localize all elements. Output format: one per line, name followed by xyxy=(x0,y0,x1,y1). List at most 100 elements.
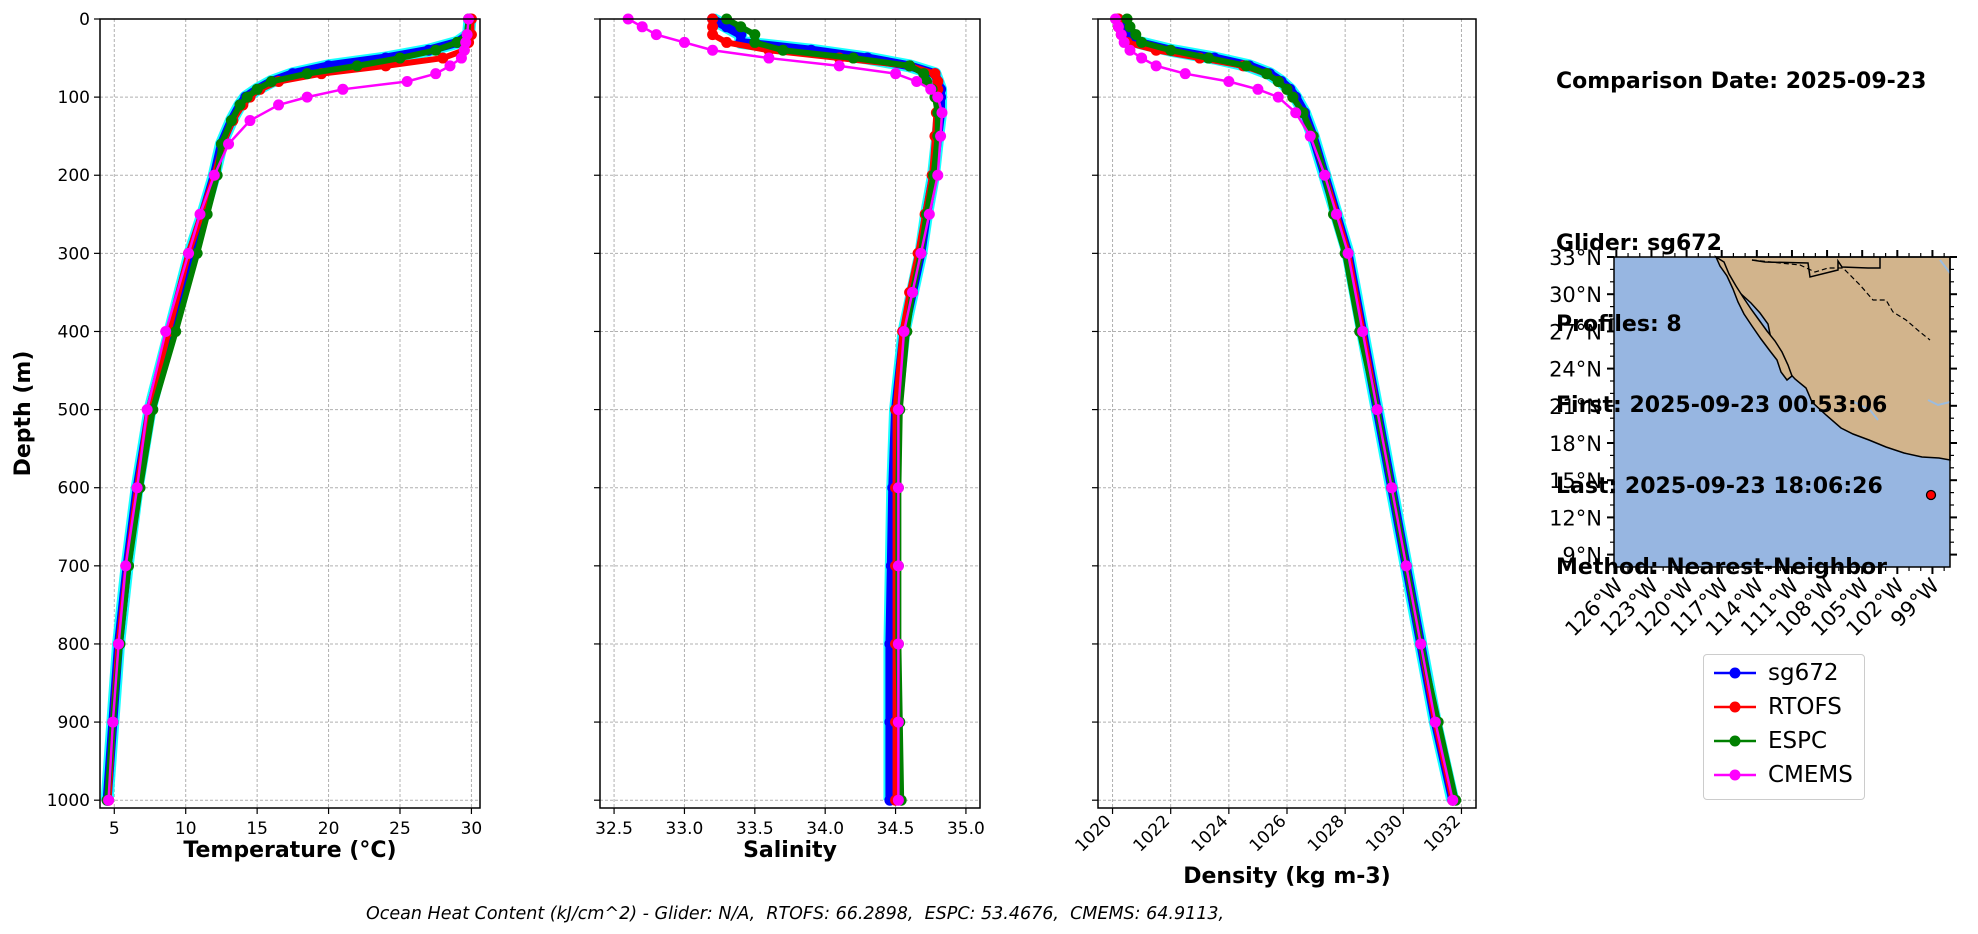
data-point-cmems xyxy=(1150,60,1162,72)
data-point-cmems xyxy=(1429,716,1441,728)
map-frame xyxy=(1613,256,1951,568)
data-point-cmems xyxy=(1124,44,1136,56)
map-lat-label: 9°N xyxy=(1562,544,1602,568)
data-point-cmems xyxy=(932,91,944,103)
map-lat-label: 18°N xyxy=(1549,432,1602,456)
data-point-rtofs xyxy=(707,29,719,41)
data-point-rtofs xyxy=(707,21,719,33)
x-tick-label: 1024 xyxy=(1188,811,1233,856)
ocean-heat-content-footer: Ocean Heat Content (kJ/cm^2) - Glider: N… xyxy=(366,904,1225,924)
map-lat-label: 24°N xyxy=(1549,358,1602,382)
data-point-cmems xyxy=(890,68,902,80)
x-tick-label: 1022 xyxy=(1129,811,1174,856)
legend-item-espc: ESPC xyxy=(1712,726,1827,756)
y-tick-label: 0 xyxy=(79,10,90,30)
data-point-espc xyxy=(234,99,246,111)
data-point-cmems xyxy=(244,115,256,127)
last-profile-time: Last: 2025-09-23 18:06:26 xyxy=(1556,474,1883,499)
data-point-cmems xyxy=(444,60,456,72)
data-point-espc xyxy=(265,75,277,87)
data-point-rtofs xyxy=(437,52,449,64)
x-axis-label: Temperature (°C) xyxy=(183,838,396,863)
interpolation-method: Method: Nearest-Neighbor xyxy=(1556,555,1887,580)
x-tick-label: 20 xyxy=(318,819,340,839)
y-tick-label: 300 xyxy=(58,244,90,264)
data-point-cmems xyxy=(131,482,143,494)
data-point-cmems xyxy=(650,29,662,41)
data-point-espc xyxy=(1202,52,1214,64)
x-tick-label: 34.5 xyxy=(877,819,915,839)
data-point-cmems xyxy=(1223,75,1235,87)
map-lat-label: 27°N xyxy=(1549,320,1602,344)
series-line-espc xyxy=(1124,17,1459,801)
data-point-cmems xyxy=(430,68,442,80)
data-point-cmems xyxy=(678,36,690,48)
data-point-espc xyxy=(1124,21,1136,33)
data-point-espc xyxy=(1272,75,1284,87)
data-point-cmems xyxy=(103,794,115,806)
x-tick-label: 35.0 xyxy=(947,819,985,839)
data-point-espc xyxy=(1136,36,1148,48)
data-point-cmems xyxy=(936,107,948,119)
legend-label: CMEMS xyxy=(1768,762,1853,788)
data-point-cmems xyxy=(636,21,648,33)
data-point-cmems xyxy=(183,247,195,259)
map-border-north xyxy=(1751,257,1881,278)
data-point-espc xyxy=(1287,91,1299,103)
data-point-cmems xyxy=(1304,130,1316,142)
profile-panel-3: 1020 1022 1024 1026 1028 1030 1032 Density (kg … xyxy=(1071,13,1477,889)
x-tick-label: 10 xyxy=(175,819,197,839)
data-point-cmems xyxy=(120,560,132,572)
data-point-espc xyxy=(351,60,363,72)
map-land xyxy=(1714,256,1951,461)
data-point-espc xyxy=(1130,29,1142,41)
data-point-cmems xyxy=(1272,91,1284,103)
map-lat-label: 12°N xyxy=(1549,506,1602,530)
data-point-espc xyxy=(301,68,313,80)
data-point-cmems xyxy=(892,560,904,572)
map-baja-peninsula xyxy=(1714,255,1793,382)
y-tick-label: 200 xyxy=(58,166,90,186)
data-point-cmems xyxy=(223,138,235,150)
profile-panel-1: 0 100 200 300 400 500 600 700 800 900 1000 5 10 15 20 2… xyxy=(11,10,482,863)
data-point-espc xyxy=(191,247,203,259)
x-axis-label: Salinity xyxy=(743,838,837,863)
data-point-cmems xyxy=(935,130,947,142)
map-border-us-mexico xyxy=(1751,259,1931,341)
data-point-espc xyxy=(777,44,789,56)
legend-marker-icon xyxy=(1714,667,1756,679)
data-point-espc xyxy=(749,36,761,48)
axes-frame xyxy=(1097,18,1477,809)
data-point-espc xyxy=(1261,68,1273,80)
first-profile-time: First: 2025-09-23 00:53:06 xyxy=(1556,393,1888,418)
legend-label: ESPC xyxy=(1768,728,1828,754)
data-point-cmems xyxy=(1290,107,1302,119)
data-point-cmems xyxy=(925,83,937,95)
data-point-cmems xyxy=(892,482,904,494)
data-point-cmems xyxy=(273,99,285,111)
data-point-espc xyxy=(749,29,761,41)
y-tick-label: 100 xyxy=(58,88,90,108)
y-tick-label: 500 xyxy=(58,401,90,421)
data-point-cmems xyxy=(301,91,313,103)
data-point-cmems xyxy=(113,638,125,650)
data-point-cmems xyxy=(923,208,935,220)
glider-location-map: 33°N30°N27°N24°N21°N18°N15°N12°N9°N126°W… xyxy=(1549,246,1957,641)
x-tick-label: 1026 xyxy=(1246,811,1291,856)
data-point-cmems xyxy=(833,60,845,72)
data-point-cmems xyxy=(1179,68,1191,80)
legend-item-rtofs: RTOFS xyxy=(1712,692,1842,722)
axes-frame xyxy=(599,18,981,809)
data-point-espc xyxy=(1165,44,1177,56)
legend-item-sg672: sg672 xyxy=(1712,658,1838,688)
x-tick-label: 5 xyxy=(109,819,120,839)
data-point-cmems xyxy=(1447,794,1459,806)
data-point-cmems xyxy=(707,44,719,56)
x-tick-label: 1032 xyxy=(1420,811,1465,856)
data-point-cmems xyxy=(1118,36,1130,48)
legend-label: sg672 xyxy=(1768,660,1839,686)
data-point-espc xyxy=(241,91,253,103)
data-point-cmems xyxy=(107,716,119,728)
legend-marker-icon xyxy=(1714,769,1756,781)
